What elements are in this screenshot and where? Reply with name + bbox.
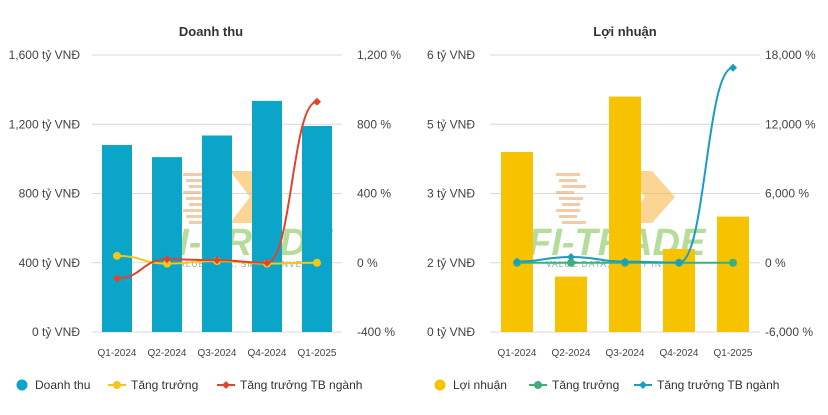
y-left-tick-label: 0 tỷ VNĐ	[427, 325, 475, 339]
watermark-stripe	[186, 179, 204, 182]
line-point	[729, 258, 737, 267]
profit-chart: Lợi nhuận 6 tỷ VNĐ 18,000 % 5 tỷ VNĐ 12,000 …	[427, 24, 816, 392]
revenue-chart: Doanh thu 1,600 tỷ VNĐ 1,200 % 1,200 tỷ VNĐ…	[9, 24, 402, 392]
watermark-stripe	[556, 173, 580, 176]
line-point	[567, 252, 575, 261]
watermark-tagline: VALUE DATA, SMART INVEST	[173, 259, 315, 269]
legend-marker	[434, 379, 446, 391]
x-tick-label: Q3-2024	[606, 348, 645, 359]
legend-marker	[16, 379, 28, 391]
line-point	[567, 258, 575, 267]
series-line	[116, 100, 318, 280]
x-tick-label: Q2-2024	[148, 348, 187, 359]
y-left-tick-label: 6 tỷ VNĐ	[427, 48, 475, 62]
bar	[202, 135, 232, 332]
y-left-tick-label: 2 tỷ VNĐ	[427, 256, 475, 270]
y-left-tick-label: 0 tỷ VNĐ	[32, 325, 80, 339]
y-right-tick-label: -6,000 %	[765, 325, 813, 339]
line-point	[675, 258, 683, 267]
line-point	[729, 63, 737, 72]
bar	[302, 125, 332, 332]
line-point	[113, 251, 121, 260]
bar	[102, 145, 132, 332]
x-tick-label: Q3-2024	[198, 348, 237, 359]
legend-label: Doanh thu	[35, 378, 90, 392]
legend-label: Lợi nhuận	[453, 378, 507, 392]
watermark-stripe	[183, 191, 201, 194]
y-left-tick-label: 5 tỷ VNĐ	[427, 117, 475, 131]
watermark-stripe	[189, 185, 213, 188]
y-right-tick-label: 1,200 %	[357, 48, 401, 62]
line-point	[213, 256, 221, 265]
legend-label: Tăng trưởng	[552, 378, 619, 392]
y-right-tick-label: 400 %	[357, 187, 391, 201]
legend-marker	[222, 381, 230, 389]
line-point	[163, 255, 171, 264]
watermark-stripe	[186, 215, 204, 218]
watermark-stripe	[559, 179, 577, 182]
line-point	[113, 274, 121, 283]
legend-label: Tăng trưởng TB ngành	[240, 378, 362, 392]
y-right-tick-label: 0 %	[765, 256, 786, 270]
legend-marker	[639, 381, 647, 389]
line-point	[621, 257, 629, 266]
watermark-stripe	[562, 221, 586, 224]
watermark-stripe	[559, 197, 583, 200]
watermark-stripe	[559, 215, 577, 218]
x-tick-label: Q1-2024	[98, 348, 137, 359]
line-point	[163, 259, 171, 268]
line-point	[313, 258, 321, 267]
x-tick-label: Q1-2024	[498, 348, 537, 359]
watermark-stripe	[556, 191, 574, 194]
bar	[717, 216, 749, 332]
y-left-tick-label: 400 tỷ VNĐ	[19, 256, 81, 270]
y-left-tick-label: 3 tỷ VNĐ	[427, 187, 475, 201]
x-tick-label: Q2-2024	[552, 348, 591, 359]
y-right-tick-label: 18,000 %	[765, 48, 816, 62]
y-left-tick-label: 1,200 tỷ VNĐ	[9, 117, 81, 131]
watermark-stripe	[183, 173, 207, 176]
watermark-stripe	[189, 221, 213, 224]
x-tick-label: Q4-2024	[660, 348, 699, 359]
chart-title: Doanh thu	[179, 24, 243, 39]
legend-label: Tăng trưởng TB ngành	[657, 378, 779, 392]
watermark-stripe	[183, 209, 207, 212]
line-point	[313, 97, 321, 106]
y-right-tick-label: 6,000 %	[765, 187, 809, 201]
bar	[501, 151, 533, 332]
legend-label: Tăng trưởng	[131, 378, 198, 392]
watermark-stripe	[186, 197, 210, 200]
y-right-tick-label: 12,000 %	[765, 117, 816, 131]
watermark-stripe	[562, 185, 586, 188]
line-point	[263, 258, 271, 267]
y-left-tick-label: 1,600 tỷ VNĐ	[9, 48, 81, 62]
y-right-tick-label: -400 %	[357, 325, 395, 339]
legend-marker	[534, 381, 542, 389]
x-tick-label: Q4-2024	[248, 348, 287, 359]
chart-title: Lợi nhuận	[593, 24, 656, 39]
bar	[152, 157, 182, 332]
bar	[609, 96, 641, 332]
watermark-stripe	[562, 203, 580, 206]
y-right-tick-label: 0 %	[357, 256, 378, 270]
bar	[555, 276, 587, 332]
legend-marker	[113, 381, 121, 389]
watermark-stripe	[556, 209, 580, 212]
line-point	[513, 257, 521, 266]
x-tick-label: Q1-2025	[714, 348, 753, 359]
series-line	[516, 66, 734, 264]
watermark-stripe	[189, 203, 207, 206]
y-right-tick-label: 800 %	[357, 117, 391, 131]
bar	[252, 100, 282, 332]
y-left-tick-label: 800 tỷ VNĐ	[19, 187, 81, 201]
x-tick-label: Q1-2025	[298, 348, 337, 359]
